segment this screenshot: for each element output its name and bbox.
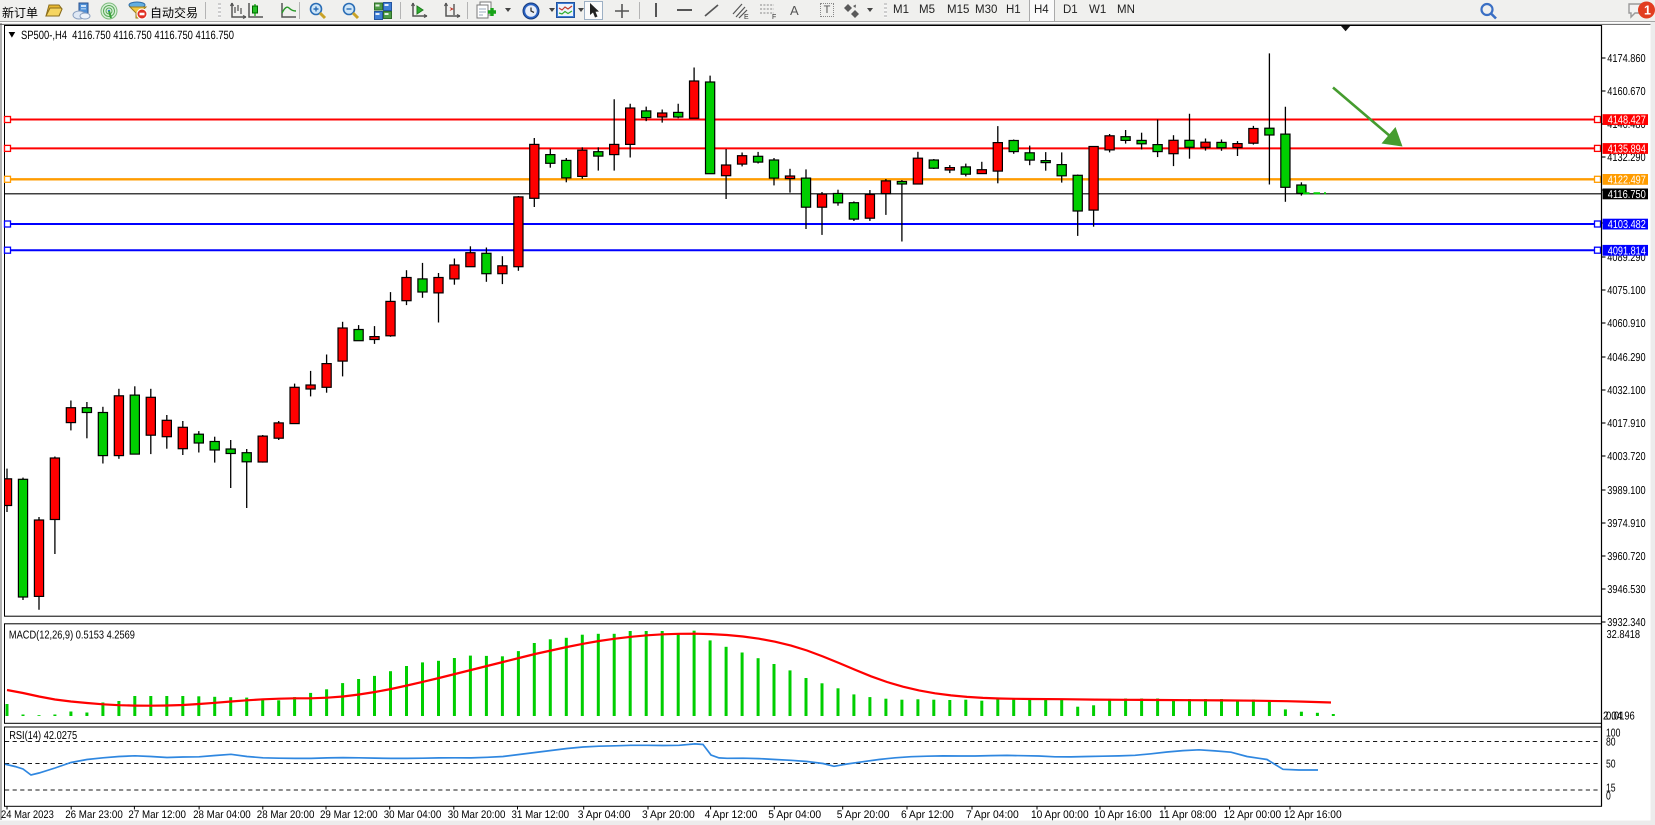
svg-text:4132.290: 4132.290 [1607, 152, 1645, 164]
svg-text:10 Apr 00:00: 10 Apr 00:00 [1031, 809, 1089, 821]
svg-text:6 Apr 12:00: 6 Apr 12:00 [901, 809, 954, 821]
svg-text:4091.814: 4091.814 [1608, 245, 1646, 257]
svg-text:4135.894: 4135.894 [1608, 144, 1646, 156]
svg-text:3974.910: 3974.910 [1607, 518, 1645, 530]
svg-text:12 Apr 00:00: 12 Apr 00:00 [1224, 809, 1282, 821]
svg-text:5 Apr 20:00: 5 Apr 20:00 [837, 809, 890, 821]
svg-text:4148.427: 4148.427 [1608, 115, 1646, 127]
svg-text:0.0196: 0.0196 [1606, 711, 1635, 723]
svg-text:4103.482: 4103.482 [1608, 219, 1646, 231]
svg-text:4003.720: 4003.720 [1607, 451, 1645, 463]
svg-text:11 Apr 08:00: 11 Apr 08:00 [1159, 809, 1217, 821]
svg-text:3989.100: 3989.100 [1607, 485, 1645, 497]
svg-text:E: E [744, 14, 749, 20]
svg-text:4174.860: 4174.860 [1607, 53, 1645, 65]
svg-text:3 Apr 20:00: 3 Apr 20:00 [642, 809, 695, 821]
svg-text:F: F [772, 14, 776, 20]
svg-text:1: 1 [1644, 4, 1651, 18]
svg-text:4122.497: 4122.497 [1608, 174, 1646, 186]
svg-text:15: 15 [1606, 783, 1616, 795]
svg-text:SP500-,H4 4116.750 4116.750 4: SP500-,H4 4116.750 4116.750 4116.750 411… [21, 28, 234, 42]
svg-text:0: 0 [1606, 791, 1611, 803]
svg-text:26 Mar 23:00: 26 Mar 23:00 [65, 809, 123, 821]
svg-text:30 Mar 04:00: 30 Mar 04:00 [384, 809, 442, 821]
svg-text:4017.910: 4017.910 [1607, 418, 1645, 430]
svg-text:4116.750: 4116.750 [1608, 189, 1646, 201]
svg-text:30 Mar 20:00: 30 Mar 20:00 [448, 809, 506, 821]
svg-text:4 Apr 12:00: 4 Apr 12:00 [705, 809, 758, 821]
svg-text:10 Apr 16:00: 10 Apr 16:00 [1094, 809, 1152, 821]
svg-text:27 Mar 12:00: 27 Mar 12:00 [128, 809, 186, 821]
svg-text:5 Apr 04:00: 5 Apr 04:00 [768, 809, 821, 821]
svg-text:3 Apr 04:00: 3 Apr 04:00 [578, 809, 631, 821]
svg-text:RSI(14) 42.0275: RSI(14) 42.0275 [9, 730, 77, 742]
svg-text:50: 50 [1606, 759, 1616, 771]
svg-text:3946.530: 3946.530 [1607, 584, 1645, 596]
svg-text:2.04: 2.04 [1603, 711, 1622, 723]
svg-text:7 Apr 04:00: 7 Apr 04:00 [966, 809, 1019, 821]
svg-text:100: 100 [1606, 728, 1620, 740]
svg-text:3932.340: 3932.340 [1607, 617, 1645, 629]
svg-text:24 Mar 2023: 24 Mar 2023 [1, 809, 54, 821]
svg-text:4160.670: 4160.670 [1607, 86, 1645, 98]
svg-text:4075.100: 4075.100 [1607, 285, 1645, 297]
svg-text:28 Mar 20:00: 28 Mar 20:00 [257, 809, 315, 821]
svg-text:31 Mar 12:00: 31 Mar 12:00 [512, 809, 570, 821]
svg-text:4060.910: 4060.910 [1607, 318, 1645, 330]
svg-text:32.8418: 32.8418 [1607, 629, 1641, 641]
svg-text:12 Apr 16:00: 12 Apr 16:00 [1284, 809, 1342, 821]
svg-text:4032.100: 4032.100 [1607, 385, 1645, 397]
svg-text:80: 80 [1606, 737, 1616, 749]
svg-text:4046.290: 4046.290 [1607, 352, 1645, 364]
svg-text:28 Mar 04:00: 28 Mar 04:00 [193, 809, 251, 821]
svg-text:3960.720: 3960.720 [1607, 551, 1645, 563]
svg-text:MACD(12,26,9) 0.5153 4.2569: MACD(12,26,9) 0.5153 4.2569 [9, 630, 135, 642]
svg-text:29 Mar 12:00: 29 Mar 12:00 [320, 809, 378, 821]
